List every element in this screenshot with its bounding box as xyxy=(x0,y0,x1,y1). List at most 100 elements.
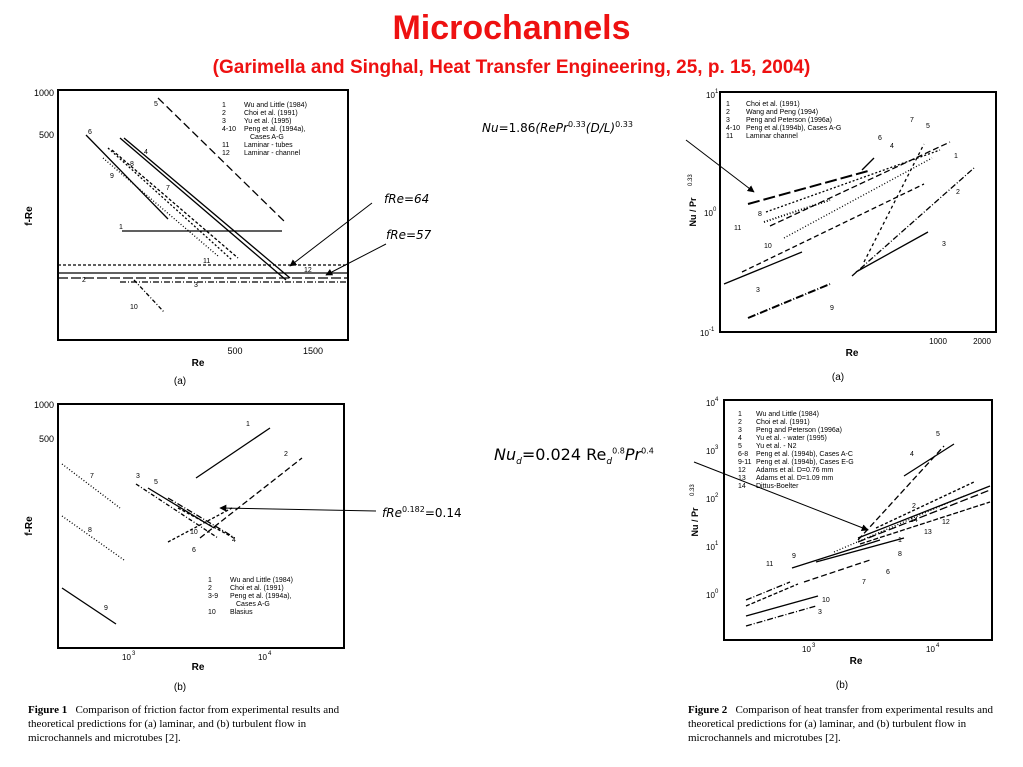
page-title: Microchannels xyxy=(392,9,631,47)
series-line-9 xyxy=(745,583,799,607)
legend-key: 1 xyxy=(208,577,212,584)
eq-fre-exp: 0.182 xyxy=(401,505,425,514)
series-label: 3 xyxy=(942,241,946,248)
legend-text: Adams et al. D=1.09 mm xyxy=(756,475,833,482)
legend-key: 13 xyxy=(738,475,746,482)
legend-key: 14 xyxy=(738,483,746,490)
eq-nut-re-exp: 0.8 xyxy=(612,446,625,456)
legend-text: Adams et al. D=0.76 mm xyxy=(756,467,833,474)
equation-nu-laminar: Nu=1.86(RePr0.33(D/L)0.33 xyxy=(482,120,633,135)
legend-key: 3 xyxy=(738,427,742,434)
series-lines xyxy=(61,427,303,625)
series-label: 3 xyxy=(194,282,198,289)
xtick-exp: 4 xyxy=(936,643,940,649)
series-line-8 xyxy=(815,537,905,563)
series-line-6 xyxy=(85,134,169,220)
legend-text: Laminar - tubes xyxy=(244,142,293,149)
legend: 1 Choi et al. (1991) 2 Wang and Peng (1994… xyxy=(726,101,841,140)
legend-text: Yu et al. (1995) xyxy=(244,118,291,125)
plot-frame xyxy=(719,91,997,333)
figure1-caption: Figure 1 Comparison of friction factor f… xyxy=(28,703,358,745)
series-line-4 xyxy=(177,507,235,539)
series-label: 4 xyxy=(910,451,914,458)
legend-text: Choi et al. (1991) xyxy=(230,585,284,592)
ytick-exp: 2 xyxy=(715,493,719,499)
series-labels: 5 4 2 12 13 14 1 8 6 7 11 9 10 3 xyxy=(766,431,950,616)
ytick-exp: 0 xyxy=(715,589,719,595)
series-label: 1 xyxy=(246,421,250,428)
legend-text: Peng et al. (1994a), xyxy=(244,126,306,133)
series-label: 5 xyxy=(936,431,940,438)
arrow-nu-turbulent xyxy=(693,461,869,531)
series-line-11 xyxy=(745,581,791,601)
legend-text: Yu et al. - water (1995) xyxy=(756,435,827,442)
eq-nu-p1: (RePr xyxy=(535,121,568,135)
series-label: 9 xyxy=(104,605,108,612)
ytick-label: 1000 xyxy=(34,88,54,98)
ytick-exp: 3 xyxy=(715,445,719,451)
xtick-label: 10 xyxy=(926,645,935,654)
ytick-label: 500 xyxy=(39,130,54,140)
series-label: 2 xyxy=(284,451,288,458)
legend-key: 3 xyxy=(222,118,226,125)
series-line-10 xyxy=(745,595,819,617)
series-line-11 xyxy=(747,170,869,205)
legend-key: 4-10 xyxy=(726,125,740,132)
equation-fre57: fRe=57 xyxy=(386,228,432,242)
legend-text: Dittus-Boelter xyxy=(756,483,799,490)
ytick-label: 1000 xyxy=(34,400,54,410)
y-axis-label: Nu / Pr xyxy=(690,507,700,537)
series-label: 3 xyxy=(818,609,822,616)
series-line-6 xyxy=(791,539,881,569)
series-line-7 xyxy=(61,463,121,509)
series-line-6 xyxy=(783,157,933,239)
ytick-label: 500 xyxy=(39,434,54,444)
series-line-5 xyxy=(863,143,925,263)
figure2-caption-label: Figure 2 xyxy=(688,704,728,716)
series-label: 2 xyxy=(956,189,960,196)
series-label: 3 xyxy=(136,473,140,480)
ytick-label: 10 xyxy=(706,399,715,408)
series-line-3 xyxy=(135,483,219,539)
ytick-label: 10 xyxy=(706,91,715,100)
legend-key: 5 xyxy=(738,443,742,450)
legend-key: 12 xyxy=(222,150,230,157)
legend: 1 Wu and Little (1984) 2 Choi et al. (1991… xyxy=(738,411,854,490)
series-label: 9 xyxy=(830,305,834,312)
chart-fig1b: 1000 500 10 3 10 4 Re f-Re (b) 1 2 7 3 5… xyxy=(24,400,345,693)
y-axis-label-exp: 0.33 xyxy=(688,174,694,186)
eq-nu-p2: (D/L) xyxy=(585,121,616,135)
series-label: 11 xyxy=(203,258,210,265)
xtick-label: 10 xyxy=(802,645,811,654)
legend-text: Blasius xyxy=(230,609,253,616)
series-label: 7 xyxy=(862,579,866,586)
legend-text: Choi et al. (1991) xyxy=(244,110,298,117)
legend-key: 11 xyxy=(222,142,229,149)
eq-nut-pr: Pr xyxy=(624,445,642,464)
x-axis-label: Re xyxy=(192,358,205,369)
series-label: 8 xyxy=(88,527,92,534)
legend-key: 2 xyxy=(726,109,730,116)
series-label: 6 xyxy=(88,129,92,136)
eq-nu-base: Nu xyxy=(482,121,499,135)
panel-label: (a) xyxy=(832,372,844,383)
series-line-12 xyxy=(857,489,991,543)
series-line-9 xyxy=(61,587,117,625)
series-line-4 xyxy=(861,157,875,171)
series-label: 13 xyxy=(924,529,932,536)
legend: 1 Wu and Little (1984) 2 Choi et al. (1991… xyxy=(208,577,293,616)
series-labels: 5 6 4 8 7 9 1 11 12 2 3 10 xyxy=(82,101,312,311)
x-axis-label: Re xyxy=(192,662,205,673)
chart-fig2a: 10 1 10 0 10 -1 1000 2000 Re Nu / Pr 0.3… xyxy=(688,89,997,383)
eq-nut-mid: =0.024 Re xyxy=(521,445,607,464)
series-line-2 xyxy=(199,457,303,539)
series-line-3a xyxy=(723,251,803,285)
series-label: 1 xyxy=(119,224,123,231)
series-line-4 xyxy=(903,443,955,477)
legend-text: Choi et al. (1991) xyxy=(746,101,800,108)
legend-key: 3-9 xyxy=(208,593,218,600)
legend-text: Wang and Peng (1994) xyxy=(746,109,818,116)
panel-label: (b) xyxy=(836,680,848,691)
plot-frame xyxy=(57,403,345,649)
eq-fre-base: fRe xyxy=(382,506,402,520)
